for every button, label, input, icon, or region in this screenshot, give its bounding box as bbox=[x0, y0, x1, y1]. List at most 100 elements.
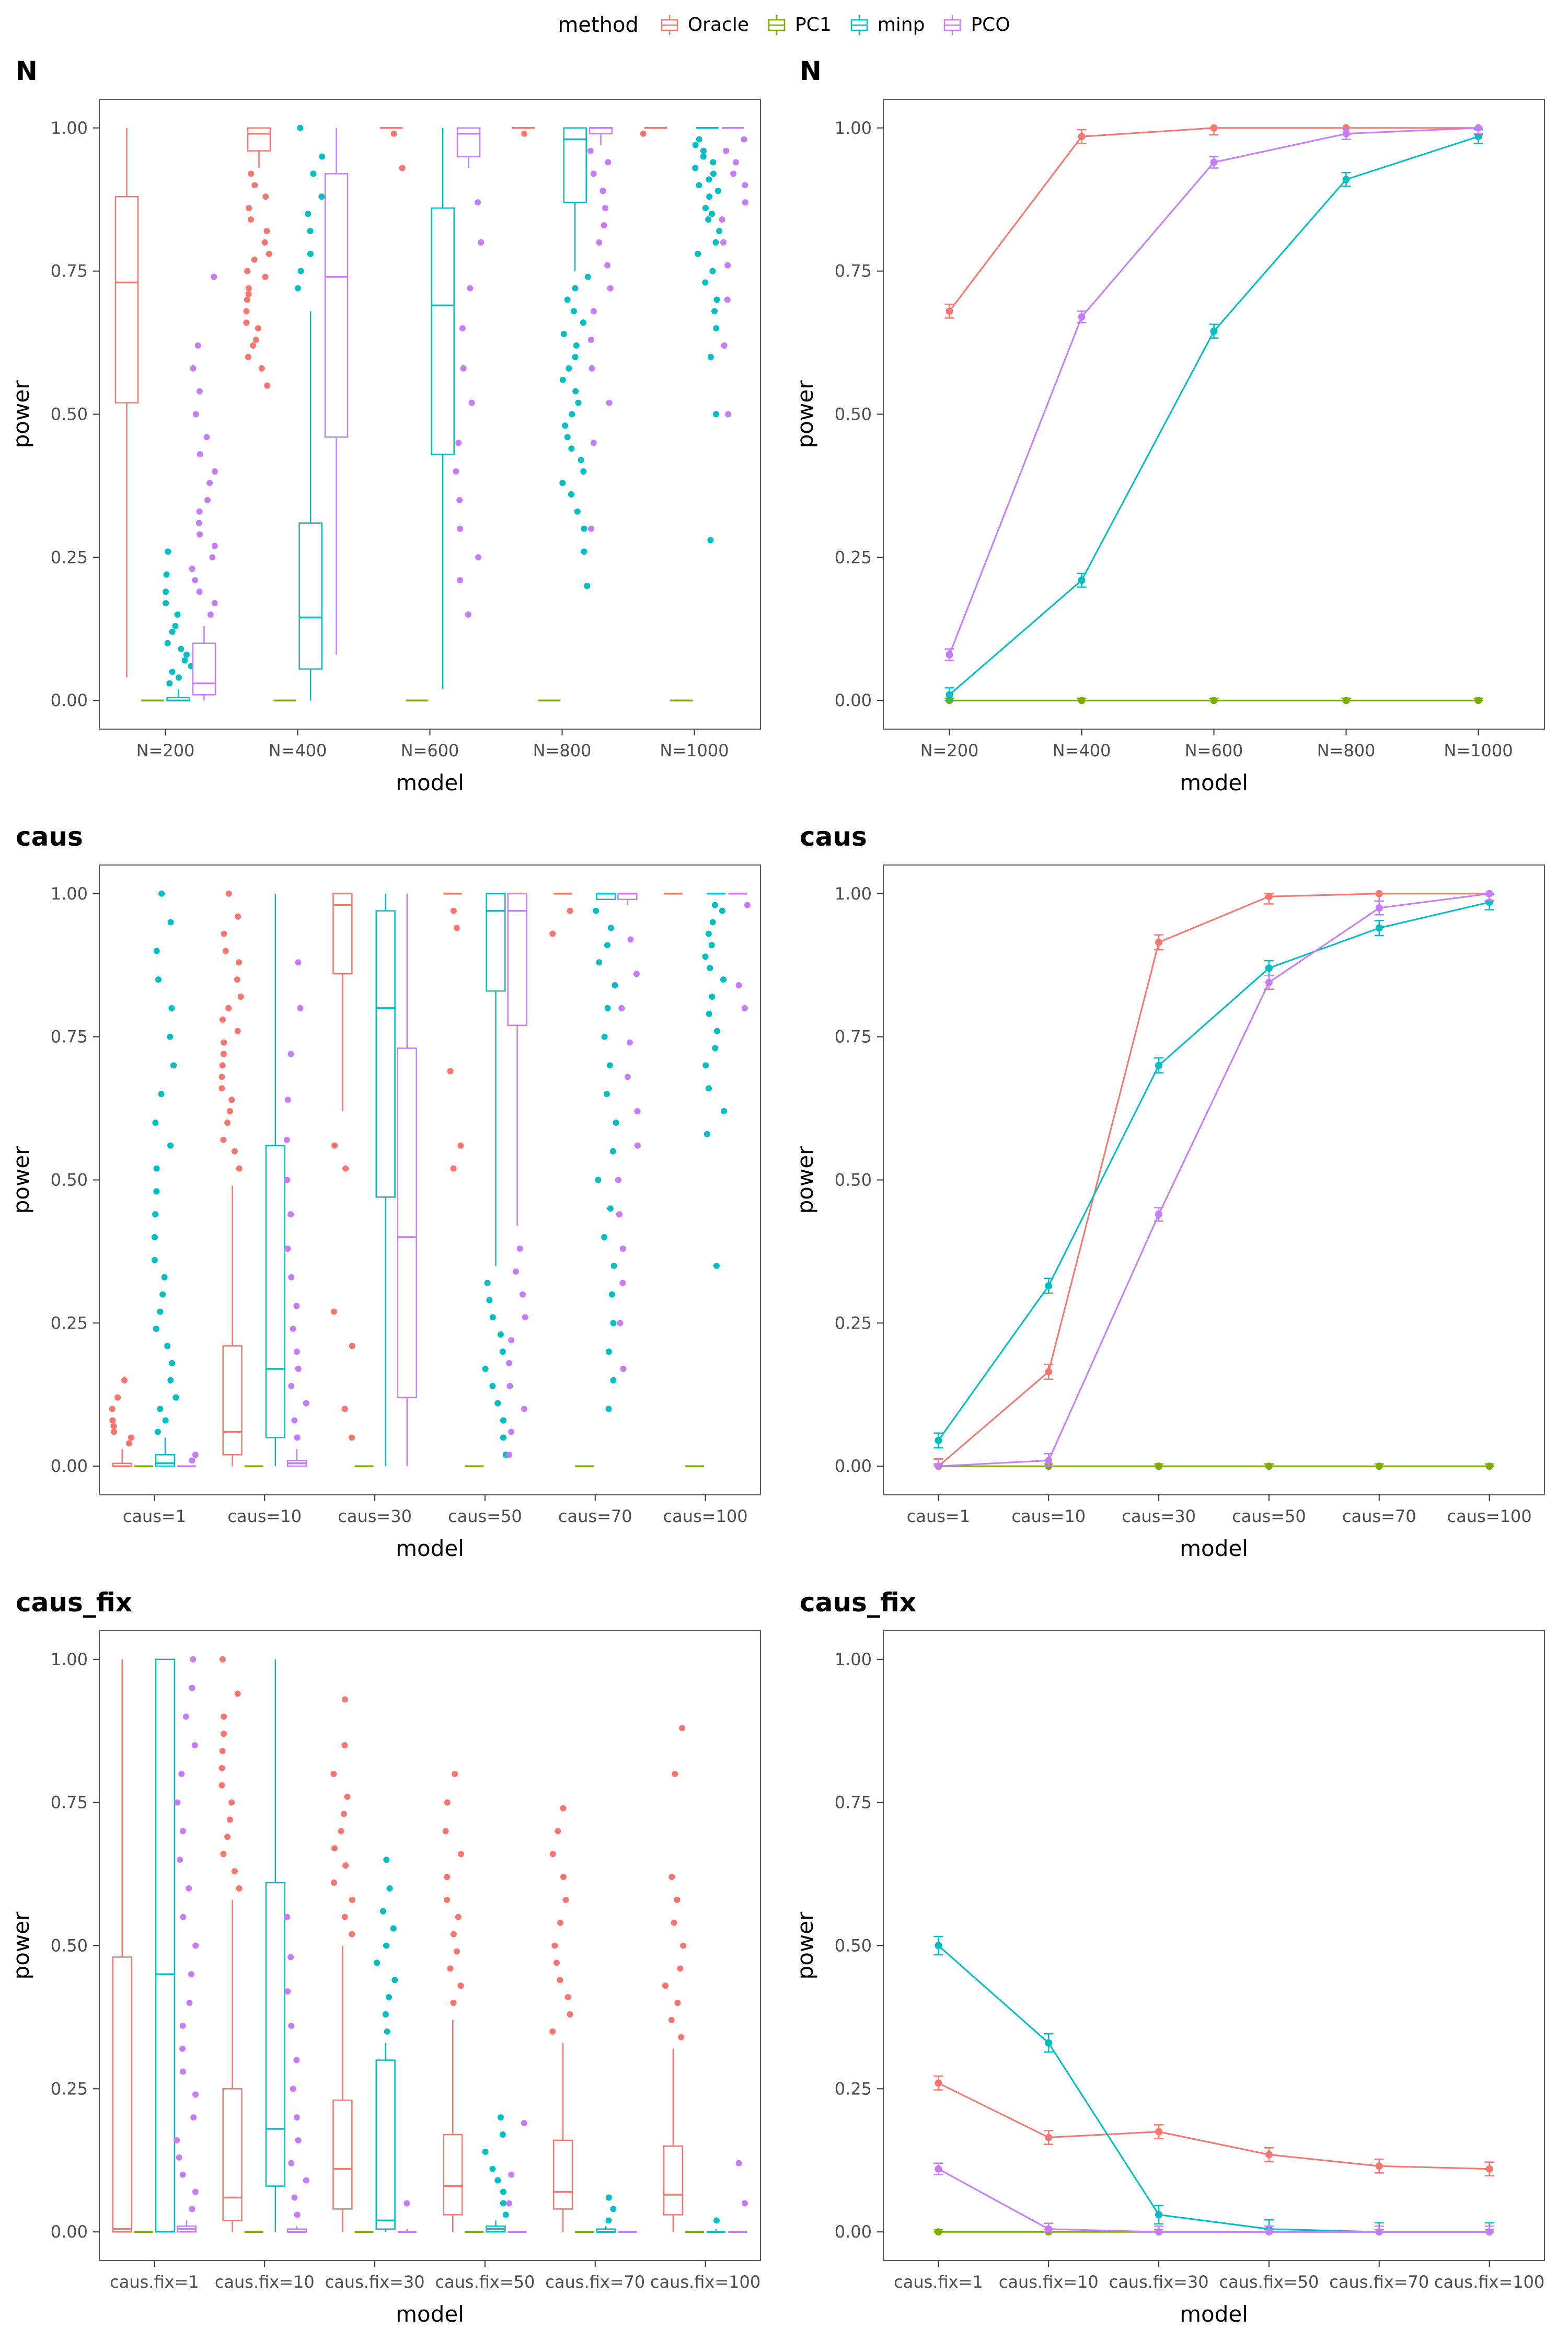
svg-text:0.25: 0.25 bbox=[51, 1313, 88, 1333]
svg-text:0.75: 0.75 bbox=[835, 1793, 872, 1813]
svg-text:1.00: 1.00 bbox=[835, 118, 872, 138]
svg-text:caus=50: caus=50 bbox=[448, 1506, 522, 1526]
svg-text:caus.fix=1: caus.fix=1 bbox=[894, 2272, 983, 2292]
svg-text:1.00: 1.00 bbox=[51, 884, 88, 904]
legend-title: method bbox=[558, 13, 639, 37]
svg-text:model: model bbox=[396, 770, 464, 795]
svg-text:model: model bbox=[1180, 2301, 1248, 2327]
panel-caus-fix-boxplot: caus_fix 0.00 0.25 0.50 0.75 1.00 caus.fix=1 ca… bbox=[8, 1587, 761, 2327]
legend: method Oracle PC1 minp PCO bbox=[0, 0, 1568, 50]
svg-text:0.00: 0.00 bbox=[835, 2222, 872, 2242]
svg-text:0.25: 0.25 bbox=[51, 547, 88, 567]
svg-text:caus.fix=30: caus.fix=30 bbox=[325, 2272, 425, 2292]
svg-text:model: model bbox=[1180, 1536, 1248, 1561]
panel-grid: N 0.00 0.25 0.50 0.75 1.00 N=200 N=400 N=600 N=80… bbox=[0, 50, 1568, 2347]
legend-label-minp: minp bbox=[877, 14, 925, 36]
svg-text:0.25: 0.25 bbox=[835, 1313, 872, 1333]
svg-text:caus=70: caus=70 bbox=[1342, 1506, 1416, 1526]
svg-text:power: power bbox=[792, 1911, 818, 1980]
svg-text:caus=100: caus=100 bbox=[1447, 1506, 1532, 1526]
svg-text:0.50: 0.50 bbox=[835, 1170, 872, 1190]
panel-caus-lineplot: caus 0.00 0.25 0.50 0.75 1.00 caus=1 caus=10 cau… bbox=[792, 822, 1545, 1561]
svg-text:0.25: 0.25 bbox=[835, 547, 872, 567]
panel-N-boxplot: N 0.00 0.25 0.50 0.75 1.00 N=200 N=400 N=600 N=80… bbox=[8, 56, 761, 795]
svg-text:caus: caus bbox=[800, 822, 867, 852]
svg-text:N=400: N=400 bbox=[269, 741, 327, 760]
svg-text:caus.fix=70: caus.fix=70 bbox=[1329, 2272, 1429, 2292]
legend-label-oracle: Oracle bbox=[687, 14, 749, 36]
legend-item-pc1: PC1 bbox=[765, 13, 832, 37]
svg-text:caus=70: caus=70 bbox=[558, 1506, 632, 1526]
svg-text:caus=1: caus=1 bbox=[123, 1506, 186, 1526]
svg-text:N=1000: N=1000 bbox=[1444, 741, 1513, 760]
boxplot-key-icon bbox=[850, 15, 868, 35]
svg-text:caus=30: caus=30 bbox=[338, 1506, 412, 1526]
boxplot-key-icon bbox=[944, 15, 961, 35]
svg-text:caus_fix: caus_fix bbox=[800, 1587, 916, 1618]
legend-item-pco: PCO bbox=[940, 13, 1010, 37]
svg-text:power: power bbox=[8, 380, 34, 448]
panel-caus-fix-lineplot: caus_fix 0.00 0.25 0.50 0.75 1.00 caus.fix=1 ca… bbox=[792, 1587, 1545, 2327]
legend-label-pc1: PC1 bbox=[794, 14, 832, 36]
svg-text:caus.fix=100: caus.fix=100 bbox=[650, 2272, 760, 2292]
boxplot-key-icon bbox=[768, 15, 786, 35]
svg-text:0.75: 0.75 bbox=[51, 261, 88, 281]
svg-text:N=400: N=400 bbox=[1053, 741, 1111, 760]
svg-text:N: N bbox=[800, 56, 822, 86]
legend-item-oracle: Oracle bbox=[658, 13, 749, 37]
svg-text:N=800: N=800 bbox=[533, 741, 592, 760]
svg-text:caus.fix=100: caus.fix=100 bbox=[1434, 2272, 1544, 2292]
panel-N-lineplot: N 0.00 0.25 0.50 0.75 1.00 N=200 N=400 N=600 N=80… bbox=[792, 56, 1545, 795]
svg-text:caus=50: caus=50 bbox=[1232, 1506, 1306, 1526]
svg-text:N=200: N=200 bbox=[920, 741, 979, 760]
svg-text:power: power bbox=[792, 1146, 818, 1214]
svg-text:caus.fix=30: caus.fix=30 bbox=[1109, 2272, 1209, 2292]
svg-text:model: model bbox=[1180, 770, 1248, 795]
svg-text:0.00: 0.00 bbox=[51, 2222, 88, 2242]
svg-text:power: power bbox=[792, 380, 818, 448]
svg-text:N: N bbox=[16, 56, 38, 86]
svg-text:0.50: 0.50 bbox=[835, 1936, 872, 1956]
svg-text:1.00: 1.00 bbox=[51, 118, 88, 138]
svg-text:model: model bbox=[396, 1536, 464, 1561]
svg-text:caus.fix=50: caus.fix=50 bbox=[435, 2272, 535, 2292]
svg-text:caus: caus bbox=[16, 822, 83, 852]
svg-text:0.50: 0.50 bbox=[835, 405, 872, 424]
svg-text:caus.fix=50: caus.fix=50 bbox=[1219, 2272, 1319, 2292]
svg-text:0.50: 0.50 bbox=[51, 405, 88, 424]
svg-text:N=1000: N=1000 bbox=[660, 741, 729, 760]
svg-text:caus.fix=70: caus.fix=70 bbox=[545, 2272, 645, 2292]
svg-text:0.75: 0.75 bbox=[51, 1027, 88, 1047]
svg-text:power: power bbox=[8, 1146, 34, 1214]
svg-text:caus.fix=10: caus.fix=10 bbox=[215, 2272, 315, 2292]
svg-text:0.50: 0.50 bbox=[51, 1936, 88, 1956]
svg-text:caus=100: caus=100 bbox=[663, 1506, 748, 1526]
legend-label-pco: PCO bbox=[971, 14, 1010, 36]
svg-text:0.00: 0.00 bbox=[51, 690, 88, 710]
svg-text:1.00: 1.00 bbox=[835, 1650, 872, 1669]
svg-text:caus.fix=1: caus.fix=1 bbox=[110, 2272, 199, 2292]
svg-text:1.00: 1.00 bbox=[835, 884, 872, 904]
svg-text:0.75: 0.75 bbox=[51, 1793, 88, 1813]
svg-text:1.00: 1.00 bbox=[51, 1650, 88, 1669]
svg-text:0.00: 0.00 bbox=[51, 1456, 88, 1476]
svg-text:caus=1: caus=1 bbox=[907, 1506, 970, 1526]
svg-text:0.75: 0.75 bbox=[835, 261, 872, 281]
svg-text:0.25: 0.25 bbox=[51, 2079, 88, 2099]
panel-caus-boxplot: caus 0.00 0.25 0.50 0.75 1.00 caus=1 caus=10 cau… bbox=[8, 822, 761, 1561]
svg-text:caus_fix: caus_fix bbox=[16, 1587, 132, 1618]
svg-text:0.00: 0.00 bbox=[835, 1456, 872, 1476]
svg-text:0.25: 0.25 bbox=[835, 2079, 872, 2099]
legend-item-minp: minp bbox=[847, 13, 925, 37]
svg-text:N=600: N=600 bbox=[1185, 741, 1243, 760]
svg-text:0.50: 0.50 bbox=[51, 1170, 88, 1190]
svg-text:0.75: 0.75 bbox=[835, 1027, 872, 1047]
svg-text:caus=10: caus=10 bbox=[1011, 1506, 1086, 1526]
svg-text:N=800: N=800 bbox=[1317, 741, 1376, 760]
svg-text:0.00: 0.00 bbox=[835, 690, 872, 710]
svg-text:power: power bbox=[8, 1911, 34, 1980]
svg-text:caus=30: caus=30 bbox=[1122, 1506, 1196, 1526]
svg-text:N=200: N=200 bbox=[136, 741, 195, 760]
svg-text:caus.fix=10: caus.fix=10 bbox=[999, 2272, 1099, 2292]
